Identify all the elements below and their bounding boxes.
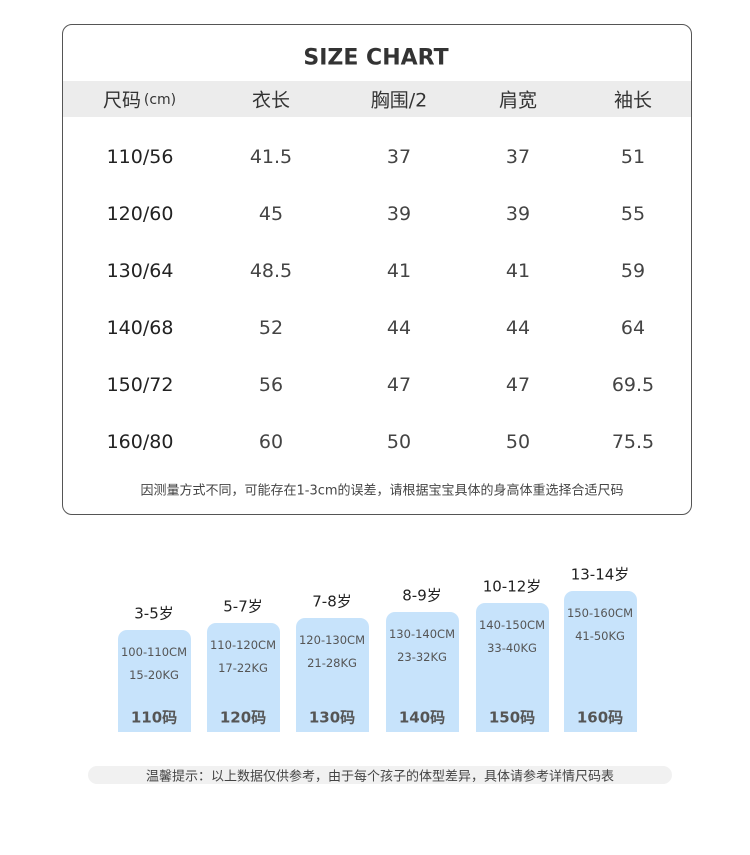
header-cell: 袖长 [613, 89, 653, 112]
table-cell: 41 [505, 260, 531, 282]
table-cell: 50 [505, 431, 531, 453]
weight-range: 21-28KG [307, 656, 357, 670]
table-cell: 52 [258, 317, 284, 339]
table-cell: 75.5 [611, 431, 655, 453]
age-label: 5-7岁 [223, 597, 263, 616]
table-cell: 110/56 [106, 146, 174, 168]
weight-range: 23-32KG [397, 650, 447, 664]
table-cell: 47 [386, 374, 412, 396]
size-table-frame [62, 24, 692, 515]
size-card [564, 591, 637, 732]
weight-range: 17-22KG [218, 661, 268, 675]
table-cell: 120/60 [106, 203, 174, 225]
size-label: 130码 [308, 708, 356, 727]
height-range: 100-110CM [120, 645, 188, 659]
table-cell: 160/80 [106, 431, 174, 453]
header-band [63, 81, 691, 117]
size-label: 140码 [398, 708, 446, 727]
table-cell: 56 [258, 374, 284, 396]
age-label: 3-5岁 [134, 604, 174, 623]
table-cell: 44 [505, 317, 531, 339]
size-card [118, 630, 191, 732]
height-range: 110-120CM [209, 638, 277, 652]
size-label: 120码 [219, 708, 267, 727]
weight-range: 15-20KG [129, 668, 179, 682]
age-label: 7-8岁 [312, 592, 352, 611]
table-cell: 50 [386, 431, 412, 453]
table-cell: 64 [620, 317, 646, 339]
table-cell: 60 [258, 431, 284, 453]
title: SIZE CHART [303, 45, 449, 71]
table-cell: 48.5 [249, 260, 293, 282]
header-cell: 衣长 [251, 89, 291, 112]
size-label: 160码 [576, 708, 624, 727]
size-card [476, 603, 549, 732]
table-cell: 39 [386, 203, 412, 225]
age-label: 8-9岁 [402, 586, 442, 605]
table-cell: 37 [386, 146, 412, 168]
weight-range: 41-50KG [575, 629, 625, 643]
header-unit: (cm) [143, 92, 177, 108]
size-card [207, 623, 280, 732]
size-label: 150码 [488, 708, 536, 727]
size-card [386, 612, 459, 732]
age-label: 13-14岁 [570, 565, 630, 584]
size-card [296, 618, 369, 732]
table-cell: 69.5 [611, 374, 655, 396]
height-range: 150-160CM [566, 606, 634, 620]
age-label: 10-12岁 [482, 577, 542, 596]
weight-range: 33-40KG [487, 641, 537, 655]
table-cell: 51 [620, 146, 646, 168]
table-cell: 44 [386, 317, 412, 339]
table-cell: 59 [620, 260, 646, 282]
header-cell: 胸围/2 [370, 89, 428, 112]
table-cell: 47 [505, 374, 531, 396]
table-cell: 45 [258, 203, 284, 225]
tip-bar [88, 766, 672, 784]
table-cell: 140/68 [106, 317, 174, 339]
table-cell: 150/72 [106, 374, 174, 396]
height-range: 140-150CM [478, 618, 546, 632]
height-range: 120-130CM [298, 633, 366, 647]
table-cell: 37 [505, 146, 531, 168]
height-range: 130-140CM [388, 627, 456, 641]
header-cell: 尺码 [102, 89, 142, 112]
note: 因测量方式不同，可能存在1-3cm的误差，请根据宝宝具体的身高体重选择合适尺码 [140, 483, 624, 499]
size-label: 110码 [130, 708, 178, 727]
table-cell: 41 [386, 260, 412, 282]
table-cell: 130/64 [106, 260, 174, 282]
header-cell: 肩宽 [498, 89, 538, 112]
table-cell: 55 [620, 203, 646, 225]
table-cell: 41.5 [249, 146, 293, 168]
table-cell: 39 [505, 203, 531, 225]
tip-text: 温馨提示：以上数据仅供参考，由于每个孩子的体型差异，具体请参考详情尺码表 [145, 769, 615, 785]
